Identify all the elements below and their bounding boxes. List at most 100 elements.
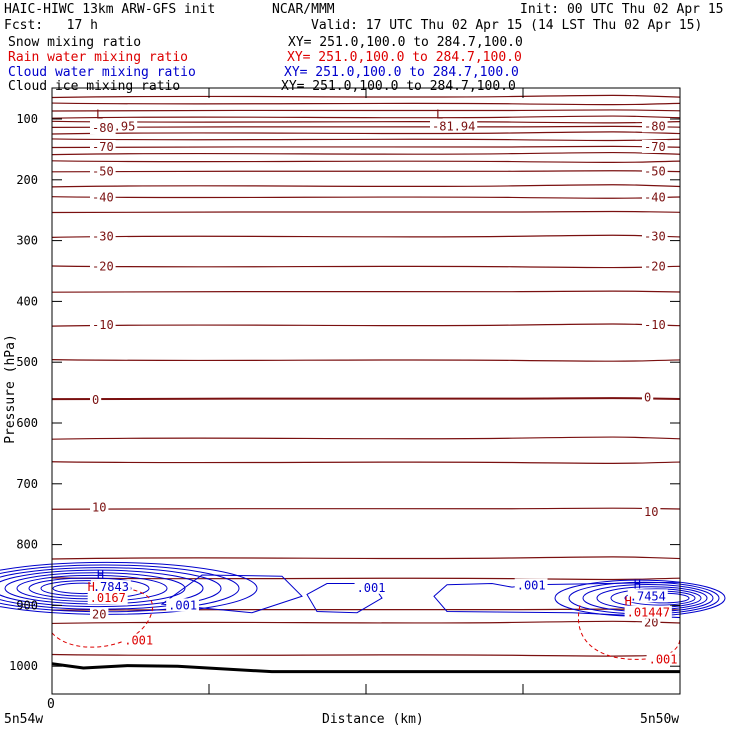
- cloud-water-label: .001: [357, 581, 386, 595]
- x-axis-title: Distance (km): [322, 712, 424, 727]
- cloud-water-label-bg: [627, 589, 668, 603]
- temperature-isoline: [51, 397, 681, 401]
- y-tick-label: 300: [16, 234, 38, 248]
- legend-snow-xy: XY= 251.0,100.0 to 284.7,100.0: [288, 35, 523, 50]
- cloud-water-contour: [0, 569, 204, 608]
- rain-water-label: .001: [649, 653, 678, 667]
- y-tick-label: 1000: [9, 659, 38, 673]
- legend-cloud-water-xy: XY= 251.0,100.0 to 284.7,100.0: [284, 65, 519, 80]
- temperature-label-bg: [90, 607, 109, 621]
- temperature-label-bg: [642, 318, 668, 332]
- cloud-water-label-bg: [166, 598, 199, 612]
- temperature-label-bg: [642, 390, 654, 404]
- x-start-label: 5n54w: [4, 712, 44, 727]
- y-tick-label: 700: [16, 477, 38, 491]
- temperature-label: -30: [644, 229, 666, 243]
- x-tick-label: 0: [47, 697, 55, 712]
- temperature-extreme-marker: L: [96, 107, 103, 121]
- temperature-isoline: [51, 170, 681, 173]
- rain-water-extreme-marker: H: [88, 580, 95, 594]
- temperature-label: -81.94: [432, 119, 475, 133]
- figure-title: HAIC-HIWC 13km ARW-GFS init: [4, 2, 216, 17]
- temperature-isoline: [51, 94, 681, 99]
- temperature-isoline: [51, 109, 681, 112]
- temperature-label: -70: [644, 140, 666, 154]
- legend-cloud-ice: Cloud ice mixing ratio: [8, 79, 181, 94]
- legend-rain: Rain water mixing ratio: [8, 50, 189, 65]
- legend-rain-xy: XY= 251.0,100.0 to 284.7,100.0: [287, 50, 522, 65]
- cloud-water-contour: [306, 583, 383, 614]
- temperature-label-bg: [90, 318, 116, 332]
- temperature-label: -10: [644, 318, 666, 332]
- temperature-label: -80: [92, 121, 114, 135]
- rain-water-label: .0167: [90, 591, 126, 605]
- temperature-label-bg: [642, 504, 661, 518]
- temperature-isoline: [51, 556, 681, 560]
- plot-frame: [51, 87, 681, 695]
- temperature-isoline: [51, 210, 681, 214]
- rain-water-contour: [51, 587, 154, 648]
- surface-pressure-line: [51, 662, 680, 674]
- temperature-label-bg: [90, 164, 116, 178]
- valid-time: Valid: 17 UTC Thu 02 Apr 15 (14 LST Thu …: [311, 18, 703, 33]
- cloud-water-label-bg: [514, 578, 548, 592]
- temperature-label: -40: [644, 190, 666, 204]
- temperature-isoline: [51, 102, 681, 106]
- temperature-label-bg: [90, 190, 116, 204]
- temperature-isoline: [51, 196, 681, 199]
- temperature-isoline: [51, 620, 681, 625]
- temperature-isoline: [51, 138, 681, 142]
- org-label: NCAR/MMM: [272, 2, 335, 17]
- temperature-label: 0: [644, 390, 651, 404]
- temperature-label-bg: [642, 139, 668, 153]
- temperature-isoline: [51, 145, 681, 149]
- y-tick-label: 400: [16, 294, 38, 308]
- temperature-label-bg: [90, 259, 116, 273]
- rain-water-contour: [578, 605, 681, 660]
- cloud-water-extreme-marker: H: [97, 568, 104, 582]
- temperature-isoline: [51, 577, 681, 581]
- cloud-water-label: .7454: [630, 589, 666, 603]
- y-tick-label: 500: [16, 355, 38, 369]
- y-tick-label: 600: [16, 416, 38, 430]
- cloud-water-label-bg: [354, 580, 388, 594]
- temperature-isoline: [51, 507, 681, 510]
- cloud-water-label: .7843: [93, 580, 129, 594]
- temperature-label-bg: [642, 259, 668, 273]
- init-time: Init: 00 UTC Thu 02 Apr 15: [520, 2, 724, 17]
- y-axis-title: Pressure (hPa): [3, 334, 18, 444]
- legend-cloud-ice-xy: XY= 251.0,100.0 to 284.7,100.0: [281, 79, 516, 94]
- temperature-isoline: [51, 151, 681, 156]
- rain-water-label-bg: [87, 591, 128, 605]
- temperature-label-bg: [90, 500, 109, 514]
- temperature-label: -30: [92, 229, 114, 243]
- temperature-label: -50: [92, 164, 114, 178]
- temperature-label: 0: [92, 393, 99, 407]
- temperature-isoline: [51, 359, 681, 362]
- temperature-label-bg: [90, 392, 102, 406]
- temperature-isoline: [51, 653, 681, 657]
- cloud-water-extreme-marker: H: [634, 577, 641, 591]
- temperature-label: -20: [92, 260, 114, 274]
- temperature-label: -50: [644, 164, 666, 178]
- temperature-label-bg: [90, 121, 116, 135]
- temperature-isoline: [51, 608, 681, 611]
- legend-cloud-water: Cloud water mixing ratio: [8, 65, 196, 80]
- cloud-water-contour: [40, 580, 132, 597]
- temperature-label: -40: [92, 190, 114, 204]
- temperature-isoline: [51, 323, 681, 327]
- rain-water-label-bg: [122, 633, 156, 647]
- y-tick-label: 900: [16, 598, 38, 612]
- temperature-label-bg: [642, 164, 668, 178]
- temperature-label: 10: [92, 501, 106, 515]
- temperature-label-bg: [430, 119, 478, 133]
- temperature-isoline: [51, 290, 681, 293]
- y-tick-label: 800: [16, 538, 38, 552]
- temperature-label-bg: [90, 139, 116, 153]
- temperature-isoline: [51, 184, 681, 188]
- temperature-isoline: [51, 125, 681, 129]
- cloud-water-label-bg: [90, 580, 131, 594]
- rain-water-label-bg: [624, 605, 672, 619]
- temperature-extreme-marker: L: [436, 107, 443, 121]
